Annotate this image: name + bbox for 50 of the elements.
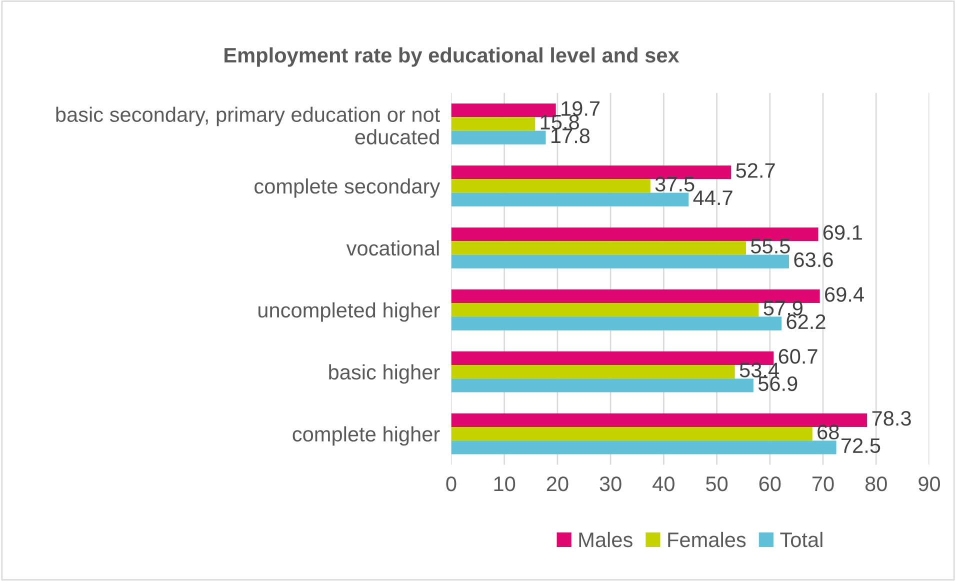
data-label: 53.4 [740,362,779,378]
bar [451,254,790,268]
x-tick-label: 60 [759,476,781,492]
bar [451,117,536,131]
x-tick-label: 40 [652,476,674,492]
legend-label: Males [579,532,632,548]
y-tick-label: basic higher [329,364,440,384]
y-tick-label: complete secondary [254,178,440,198]
x-tick-label: 20 [546,476,568,492]
y-tick-label: basic secondary, primary education or not educated [56,106,440,144]
bar [451,179,650,193]
data-label: 69.1 [823,225,862,240]
bar [451,192,689,206]
data-label: 56.9 [758,376,798,392]
bar [451,440,836,454]
x-tick-label: 50 [706,476,728,492]
data-label: 68 [818,424,839,440]
legend-label: Total [780,532,822,548]
bar [451,241,746,255]
y-tick-label: complete higher [292,426,440,446]
bar [451,316,782,330]
data-label: 44.7 [693,190,732,205]
legend-label: Females [668,532,746,548]
data-label: 60.7 [778,349,818,364]
chart-title: Employment rate by educational level and sex [224,47,680,67]
y-tick-label: vocational [346,240,439,256]
data-label: 52.7 [736,163,775,178]
bar [451,303,759,317]
data-label: 55.5 [751,238,790,254]
x-tick-label: 70 [812,476,834,492]
data-label: 69.4 [825,287,864,302]
x-tick-label: 80 [865,476,887,492]
bar [451,365,735,379]
data-label: 78.3 [872,411,911,426]
data-label: 37.5 [655,176,694,192]
bar [451,426,812,441]
data-label: 57.9 [764,300,802,316]
bar [451,378,754,392]
data-label: 15.8 [540,114,579,130]
x-tick-label: 0 [446,476,456,492]
x-tick-label: 30 [600,476,622,492]
data-label: 63.6 [794,252,833,268]
data-label: 19.7 [562,101,600,116]
x-tick-label: 90 [918,476,940,492]
data-label: 17.8 [552,128,590,144]
data-label: 72.5 [842,438,880,454]
y-tick-label: uncompleted higher [258,302,440,322]
data-label: 62.2 [786,314,826,330]
bar [451,130,546,144]
x-tick-label: 10 [494,476,516,492]
